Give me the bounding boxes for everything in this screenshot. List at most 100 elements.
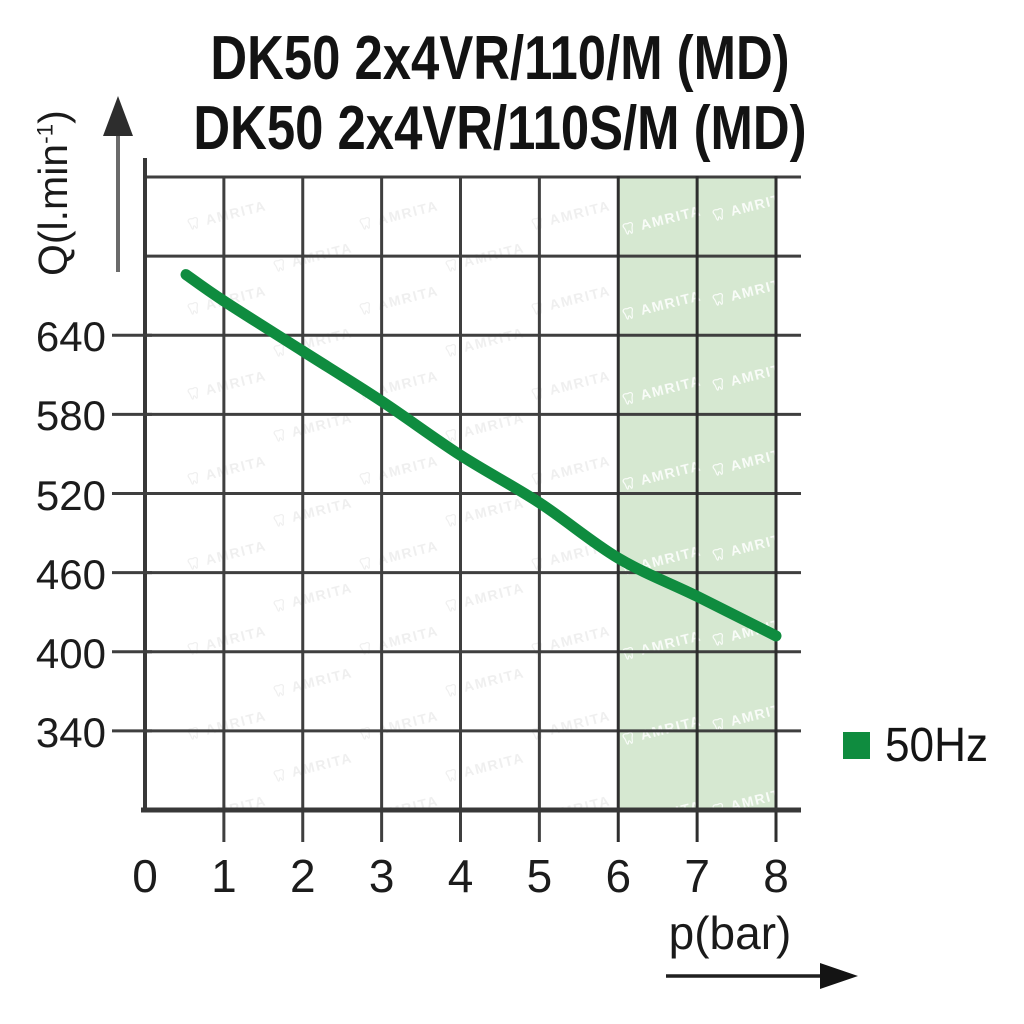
tooth-icon: [359, 301, 370, 315]
tooth-icon: [187, 301, 198, 315]
watermark: AMRITA: [356, 622, 440, 657]
watermark: AMRITA: [356, 367, 440, 402]
watermark-text: AMRITA: [375, 367, 441, 398]
watermark: AMRITA: [356, 707, 440, 742]
x-tick-label: 0: [132, 850, 158, 902]
tooth-icon: [187, 471, 198, 485]
watermark: AMRITA: [356, 792, 440, 810]
watermark-text: AMRITA: [461, 579, 527, 610]
y-axis-label: Q(l.min-1): [30, 110, 77, 276]
y-axis-label-close-paren: ): [30, 110, 76, 124]
watermark-text: AMRITA: [375, 792, 441, 810]
y-axis-label-text: Q(l.min: [30, 143, 76, 276]
watermark-text: AMRITA: [461, 239, 527, 270]
y-tick-label: 400: [35, 629, 106, 677]
tooth-icon: [445, 428, 456, 442]
y-axis-arrow-icon: [103, 96, 133, 272]
watermark: AMRITA: [270, 494, 354, 529]
watermark-text: AMRITA: [375, 707, 441, 738]
watermark: AMRITA: [528, 367, 612, 402]
watermark-text: AMRITA: [289, 749, 355, 780]
tooth-icon: [445, 598, 456, 612]
y-tick-label: 640: [35, 313, 106, 361]
y-axis-label-superscript: -1: [32, 123, 58, 144]
watermark: AMRITA: [442, 324, 526, 359]
tooth-icon: [445, 683, 456, 697]
watermark: AMRITA: [442, 579, 526, 614]
watermark: AMRITA: [356, 197, 440, 232]
watermark: AMRITA: [528, 707, 612, 742]
tooth-icon: [359, 641, 370, 655]
x-tick-label: 2: [289, 850, 316, 902]
x-tick-label: 1: [211, 850, 237, 902]
tooth-icon: [531, 726, 542, 740]
watermark: AMRITA: [270, 664, 354, 699]
watermark: AMRITA: [270, 579, 354, 614]
watermark-text: AMRITA: [289, 324, 355, 355]
watermark: AMRITA: [184, 622, 268, 657]
legend-label-50hz: 50Hz: [885, 719, 989, 772]
watermark-text: AMRITA: [203, 707, 269, 738]
chart-title-line2: DK50 2x4VR/110S/M (MD): [193, 94, 807, 163]
watermark-text: AMRITA: [461, 324, 527, 355]
watermark: AMRITA: [270, 324, 354, 359]
watermark-text: AMRITA: [461, 749, 527, 780]
watermark-text: AMRITA: [289, 664, 355, 695]
watermark: AMRITA: [528, 622, 612, 657]
watermark-text: AMRITA: [203, 537, 269, 568]
y-tick-label: 520: [35, 471, 106, 519]
watermark-text: AMRITA: [375, 537, 441, 568]
watermark: AMRITA: [528, 792, 612, 810]
watermark-text: AMRITA: [547, 792, 613, 810]
x-tick-label: 3: [368, 850, 395, 902]
watermark: AMRITA: [184, 452, 268, 487]
x-tick-label: 4: [447, 850, 474, 902]
watermark-text: AMRITA: [203, 452, 269, 483]
watermark-text: AMRITA: [289, 409, 355, 440]
watermark: AMRITA: [528, 452, 612, 487]
tooth-icon: [531, 386, 542, 400]
watermark: AMRITA: [184, 197, 268, 232]
tooth-icon: [356, 809, 374, 810]
tooth-icon: [445, 768, 456, 782]
tooth-icon: [273, 428, 284, 442]
tooth-icon: [445, 343, 456, 357]
tooth-icon: [187, 216, 198, 230]
y-tick-label: 460: [35, 550, 106, 598]
watermark-text: AMRITA: [203, 792, 269, 810]
watermark-text: AMRITA: [375, 282, 441, 313]
watermark: AMRITA: [184, 282, 268, 317]
tooth-icon: [531, 471, 542, 485]
watermark: AMRITA: [442, 664, 526, 699]
watermark-text: AMRITA: [547, 367, 613, 398]
x-tick-label: 5: [526, 850, 553, 902]
highlight-band: [618, 177, 776, 810]
tooth-icon: [531, 641, 542, 655]
watermark: AMRITA: [270, 409, 354, 444]
watermark: AMRITA: [270, 749, 354, 784]
watermark-text: AMRITA: [375, 622, 441, 653]
watermark-text: AMRITA: [203, 197, 269, 228]
tooth-icon: [445, 513, 456, 527]
tooth-icon: [273, 598, 284, 612]
watermark: AMRITA: [528, 282, 612, 317]
watermark: AMRITA: [184, 707, 268, 742]
watermark: AMRITA: [442, 494, 526, 529]
tooth-icon: [445, 258, 456, 272]
watermark: AMRITA: [356, 452, 440, 487]
watermark-text: AMRITA: [547, 622, 613, 653]
watermark-text: AMRITA: [461, 664, 527, 695]
tooth-icon: [273, 683, 284, 697]
watermark-text: AMRITA: [547, 707, 613, 738]
watermark: AMRITA: [528, 537, 612, 572]
tooth-icon: [359, 216, 370, 230]
chart-title-line1: DK50 2x4VR/110/M (MD): [210, 24, 790, 93]
tooth-icon: [528, 809, 546, 810]
tooth-icon: [187, 386, 198, 400]
watermark-text: AMRITA: [547, 452, 613, 483]
watermark-text: AMRITA: [289, 494, 355, 525]
tooth-icon: [273, 258, 284, 272]
tooth-icon: [359, 726, 370, 740]
plot-watermarks: AMRITA AMRITA AMRITA AMRITA AMRITA AMRITA AMRI…: [145, 177, 615, 810]
